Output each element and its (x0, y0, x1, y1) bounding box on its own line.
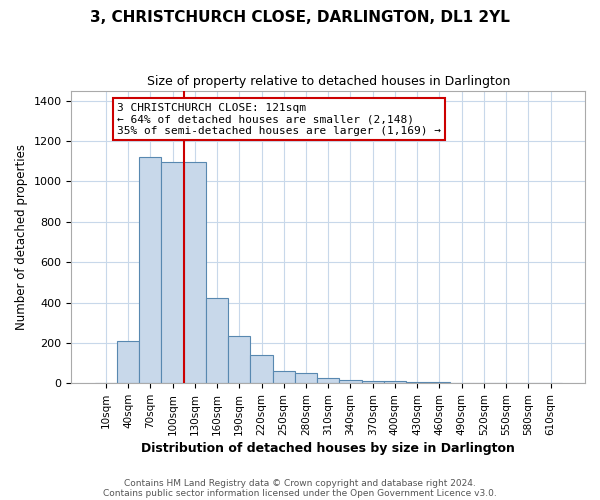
Bar (161, 162, 184, 384)
Text: Contains HM Land Registry data © Crown copyright and database right 2024.: Contains HM Land Registry data © Crown c… (124, 478, 476, 488)
Bar (117, 341, 139, 384)
Text: 3, CHRISTCHURCH CLOSE, DARLINGTON, DL1 2YL: 3, CHRISTCHURCH CLOSE, DARLINGTON, DL1 2… (90, 10, 510, 25)
Bar (250, 355, 272, 384)
X-axis label: Distribution of detached houses by size in Darlington: Distribution of detached houses by size … (141, 442, 515, 455)
Bar (384, 382, 406, 384)
Y-axis label: Number of detached properties: Number of detached properties (15, 144, 28, 330)
Bar (340, 380, 362, 384)
Bar (139, 157, 161, 384)
Bar (317, 378, 340, 384)
Text: Contains public sector information licensed under the Open Government Licence v3: Contains public sector information licen… (103, 488, 497, 498)
Bar (228, 336, 250, 384)
Bar (362, 382, 384, 384)
Text: 3 CHRISTCHURCH CLOSE: 121sqm
← 64% of detached houses are smaller (2,148)
35% of: 3 CHRISTCHURCH CLOSE: 121sqm ← 64% of de… (117, 102, 441, 136)
Bar (406, 382, 428, 384)
Bar (295, 373, 317, 384)
Bar (428, 382, 451, 384)
Title: Size of property relative to detached houses in Darlington: Size of property relative to detached ho… (146, 75, 510, 88)
Bar (184, 162, 206, 384)
Bar (206, 298, 228, 384)
Bar (272, 371, 295, 384)
